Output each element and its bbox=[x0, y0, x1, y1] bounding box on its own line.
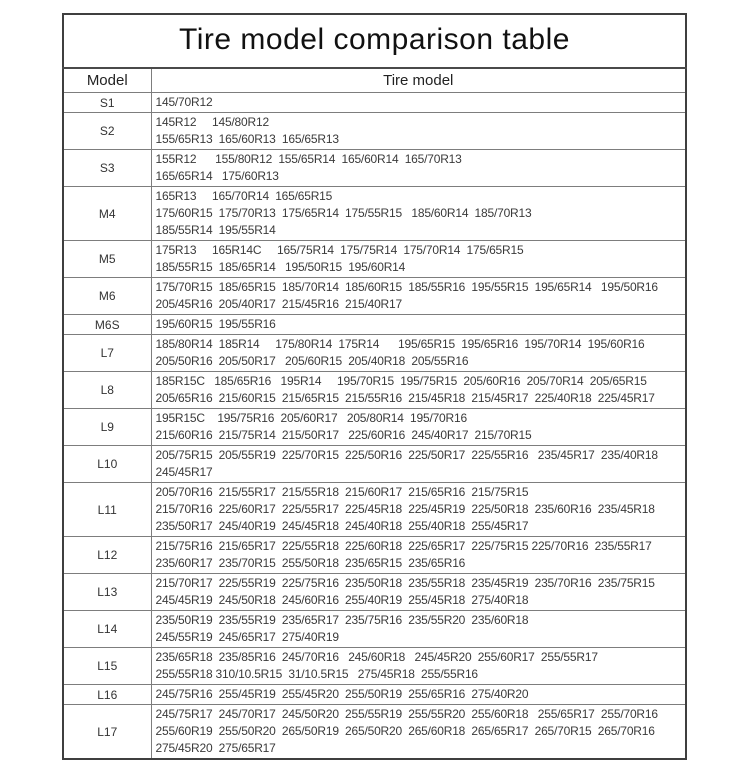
tire-models-cell: 175R13 165R14C 165/75R14 175/75R14 175/7… bbox=[150, 240, 687, 278]
model-cell: M6S bbox=[62, 314, 152, 335]
column-header-tire-model: Tire model bbox=[150, 67, 687, 93]
tire-comparison-table: Tire model comparison table Model Tire m… bbox=[62, 13, 687, 760]
model-cell: L17 bbox=[62, 704, 152, 760]
table-row: S3 155R12 155/80R12 155/65R14 165/60R14 1… bbox=[62, 149, 687, 187]
tire-models-cell: 205/75R15 205/55R19 225/70R15 225/50R16 … bbox=[150, 445, 687, 483]
table-row: M5 175R13 165R14C 165/75R14 175/75R14 175… bbox=[62, 240, 687, 278]
model-cell: L8 bbox=[62, 371, 152, 409]
column-header-model: Model bbox=[62, 67, 152, 93]
table-row: L15 235/65R18 235/85R16 245/70R16 245/60R… bbox=[62, 647, 687, 685]
header-row: Model Tire model bbox=[62, 67, 687, 93]
tire-models-cell: 145/70R12 bbox=[150, 92, 687, 113]
table-row: L8 185R15C 185/65R16 195R14 195/70R15 195… bbox=[62, 371, 687, 409]
title-row: Tire model comparison table bbox=[62, 13, 687, 69]
table-row: L12 215/75R16 215/65R17 225/55R18 225/60R… bbox=[62, 536, 687, 574]
tire-models-cell: 245/75R17 245/70R17 245/50R20 255/55R19 … bbox=[150, 704, 687, 760]
table-row: L11 205/70R16 215/55R17 215/55R18 215/60R… bbox=[62, 482, 687, 537]
tire-models-cell: 205/70R16 215/55R17 215/55R18 215/60R17 … bbox=[150, 482, 687, 537]
model-cell: M4 bbox=[62, 186, 152, 241]
table-row: L9 195R15C 195/75R16 205/60R17 205/80R14 … bbox=[62, 408, 687, 446]
tire-models-cell: 145R12 145/80R12 155/65R13 165/60R13 165… bbox=[150, 112, 687, 150]
tire-models-cell: 165R13 165/70R14 165/65R15 175/60R15 175… bbox=[150, 186, 687, 241]
tire-models-cell: 235/50R19 235/55R19 235/65R17 235/75R16 … bbox=[150, 610, 687, 648]
table-row: L7 185/80R14 185R14 175/80R14 175R14 195/… bbox=[62, 334, 687, 372]
table-row: L14 235/50R19 235/55R19 235/65R17 235/75R… bbox=[62, 610, 687, 648]
table-row: M6 175/70R15 185/65R15 185/70R14 185/60R1… bbox=[62, 277, 687, 315]
tire-models-cell: 185/80R14 185R14 175/80R14 175R14 195/65… bbox=[150, 334, 687, 372]
table-row: L10 205/75R15 205/55R19 225/70R15 225/50R… bbox=[62, 445, 687, 483]
table-body: S1 145/70R12 S2 145R12 145/80R12 155/65R13 … bbox=[62, 92, 687, 760]
tire-models-cell: 215/70R17 225/55R19 225/75R16 235/50R18 … bbox=[150, 573, 687, 611]
model-cell: M6 bbox=[62, 277, 152, 315]
page-title: Tire model comparison table bbox=[62, 13, 687, 69]
model-cell: L11 bbox=[62, 482, 152, 537]
model-cell: L9 bbox=[62, 408, 152, 446]
tire-models-cell: 185R15C 185/65R16 195R14 195/70R15 195/7… bbox=[150, 371, 687, 409]
model-cell: L16 bbox=[62, 684, 152, 705]
tire-models-cell: 245/75R16 255/45R19 255/45R20 255/50R19 … bbox=[150, 684, 687, 705]
tire-models-cell: 195/60R15 195/55R16 bbox=[150, 314, 687, 335]
model-cell: S3 bbox=[62, 149, 152, 187]
table-row: M6S 195/60R15 195/55R16 bbox=[62, 314, 687, 335]
model-cell: L7 bbox=[62, 334, 152, 372]
tire-models-cell: 215/75R16 215/65R17 225/55R18 225/60R18 … bbox=[150, 536, 687, 574]
table-row: M4 165R13 165/70R14 165/65R15 175/60R15 1… bbox=[62, 186, 687, 241]
table-row: L13 215/70R17 225/55R19 225/75R16 235/50R… bbox=[62, 573, 687, 611]
table-row: L17 245/75R17 245/70R17 245/50R20 255/55R… bbox=[62, 704, 687, 760]
model-cell: M5 bbox=[62, 240, 152, 278]
tire-models-cell: 195R15C 195/75R16 205/60R17 205/80R14 19… bbox=[150, 408, 687, 446]
model-cell: S2 bbox=[62, 112, 152, 150]
tire-models-cell: 155R12 155/80R12 155/65R14 165/60R14 165… bbox=[150, 149, 687, 187]
tire-models-cell: 175/70R15 185/65R15 185/70R14 185/60R15 … bbox=[150, 277, 687, 315]
table-row: S1 145/70R12 bbox=[62, 92, 687, 113]
table-row: L16 245/75R16 255/45R19 255/45R20 255/50R… bbox=[62, 684, 687, 705]
model-cell: L14 bbox=[62, 610, 152, 648]
table-row: S2 145R12 145/80R12 155/65R13 165/60R13 1… bbox=[62, 112, 687, 150]
model-cell: L10 bbox=[62, 445, 152, 483]
tire-models-cell: 235/65R18 235/85R16 245/70R16 245/60R18 … bbox=[150, 647, 687, 685]
model-cell: S1 bbox=[62, 92, 152, 113]
model-cell: L13 bbox=[62, 573, 152, 611]
model-cell: L12 bbox=[62, 536, 152, 574]
page: Tire model comparison table Model Tire m… bbox=[0, 13, 750, 763]
model-cell: L15 bbox=[62, 647, 152, 685]
